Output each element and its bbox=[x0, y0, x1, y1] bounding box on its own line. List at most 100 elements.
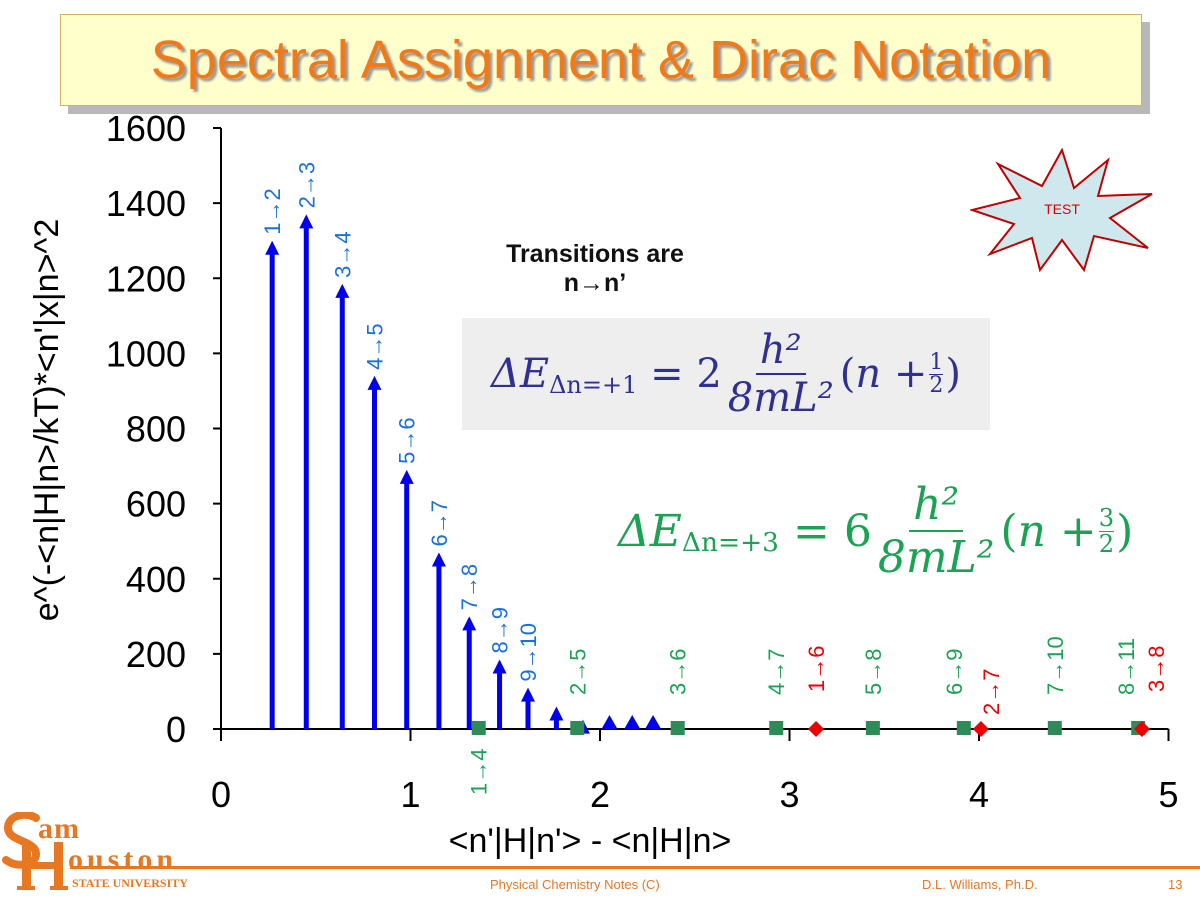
transition-label: 1→4 bbox=[467, 749, 492, 795]
x-tick-label: 5 bbox=[1158, 774, 1178, 815]
green-square-marker bbox=[956, 721, 971, 735]
eq1-coef: 2 bbox=[696, 351, 722, 397]
green-square-marker bbox=[471, 721, 486, 735]
arrow-head bbox=[462, 616, 477, 631]
logo-ouston: ouston bbox=[68, 843, 178, 876]
arrow-head bbox=[265, 240, 280, 255]
transition-label: 1→6 bbox=[804, 646, 829, 692]
eq1-open-paren: ( bbox=[839, 351, 856, 397]
shsu-logo: am ouston STATE UNIVERSITY bbox=[2, 812, 212, 892]
transition-label: 6→7 bbox=[427, 500, 452, 546]
y-tick-label: 400 bbox=[126, 559, 186, 600]
transition-label: 3→4 bbox=[330, 231, 355, 277]
eq2-open-paren: ( bbox=[1000, 505, 1018, 557]
transition-label: 2→7 bbox=[979, 669, 1004, 715]
eq1-sub: Δn=+1 bbox=[549, 370, 638, 399]
transition-label: 5→6 bbox=[395, 417, 420, 463]
note-line1: Transitions are bbox=[506, 240, 684, 268]
x-tick-label: 1 bbox=[400, 774, 420, 815]
y-tick-label: 1600 bbox=[106, 108, 186, 149]
eq1-close-paren: ) bbox=[945, 351, 961, 397]
eq2-close-paren: ) bbox=[1116, 505, 1134, 557]
logo-sh-monogram-icon bbox=[2, 812, 68, 890]
footer-course: Physical Chemistry Notes (C) bbox=[490, 877, 660, 892]
eq2-lhs: ΔE bbox=[618, 505, 682, 557]
transition-label: 9→10 bbox=[516, 623, 541, 682]
eq1-fraction: h² 8mL² bbox=[728, 327, 834, 421]
test-starburst-icon: TEST bbox=[970, 148, 1153, 273]
transition-label: 8→9 bbox=[488, 607, 513, 653]
eq2-num: h² bbox=[909, 479, 964, 532]
red-diamond-marker bbox=[972, 721, 989, 737]
x-axis-label: <n'|H|n'> - <n|H|n> bbox=[449, 822, 732, 860]
eq2-frac-num: 3 bbox=[1098, 504, 1115, 533]
transition-label: 3→6 bbox=[666, 649, 691, 695]
page-number: 13 bbox=[1168, 877, 1183, 892]
eq2-frac-den: 2 bbox=[1098, 529, 1115, 558]
equation-delta-n-3: ΔE Δn=+3 = 6 h² 8mL² (n +3 2) bbox=[618, 466, 1133, 596]
eq2-den: 8mL² bbox=[877, 532, 995, 583]
green-square-marker bbox=[670, 721, 685, 735]
eq2-equals: = bbox=[778, 505, 844, 557]
eq1-n: n + bbox=[855, 351, 928, 397]
title-banner: Spectral Assignment & Dirac Notation bbox=[60, 14, 1142, 106]
arrow-head bbox=[645, 715, 662, 729]
transition-label: 7→8 bbox=[457, 564, 482, 610]
arrow-head bbox=[624, 715, 641, 729]
y-axis-label: e^(-<n|H|n>/kT)*<n'|x|n>^2 bbox=[28, 219, 66, 622]
transition-label: 4→7 bbox=[764, 649, 789, 695]
footer-author: D.L. Williams, Ph.D. bbox=[922, 877, 1038, 892]
y-tick-label: 800 bbox=[126, 409, 186, 450]
slide-title: Spectral Assignment & Dirac Notation bbox=[150, 30, 1052, 90]
green-square-marker bbox=[769, 721, 784, 735]
transition-label: 4→5 bbox=[362, 323, 387, 369]
test-badge-text: TEST bbox=[1044, 201, 1080, 217]
eq2-n: n + bbox=[1017, 505, 1097, 557]
logo-state-university: STATE UNIVERSITY bbox=[72, 876, 188, 890]
green-square-marker bbox=[1047, 721, 1062, 735]
y-tick-label: 1000 bbox=[106, 333, 186, 374]
arrow-head bbox=[431, 552, 446, 567]
arrow-head bbox=[601, 715, 618, 729]
arrow-head bbox=[299, 214, 314, 229]
y-tick-label: 200 bbox=[126, 634, 186, 675]
logo-am: am bbox=[38, 812, 80, 845]
red-diamond-marker bbox=[1133, 721, 1150, 737]
eq2-fraction: h² 8mL² bbox=[878, 479, 995, 583]
eq1-half-num: 1 bbox=[929, 349, 944, 375]
x-tick-label: 0 bbox=[211, 774, 231, 815]
y-tick-label: 600 bbox=[126, 484, 186, 525]
green-square-marker bbox=[865, 721, 880, 735]
x-tick-label: 3 bbox=[779, 774, 799, 815]
arrow-head bbox=[549, 706, 564, 721]
transition-label: 7→10 bbox=[1043, 636, 1068, 695]
transition-label: 2→3 bbox=[294, 162, 319, 208]
arrow-head bbox=[520, 687, 535, 702]
transition-label: 6→9 bbox=[942, 649, 967, 695]
y-tick-label: 1400 bbox=[106, 183, 186, 224]
eq2-sub: Δn=+3 bbox=[681, 527, 779, 559]
eq1-equals: = bbox=[637, 351, 697, 397]
eq1-lhs: ΔE bbox=[491, 351, 550, 397]
eq1-half-den: 2 bbox=[929, 372, 944, 398]
y-tick-label: 0 bbox=[166, 709, 186, 750]
transition-label: 3→8 bbox=[1144, 646, 1169, 692]
arrow-head bbox=[399, 469, 414, 484]
transition-label: 1→2 bbox=[260, 188, 285, 234]
x-tick-label: 2 bbox=[590, 774, 610, 815]
eq1-num: h² bbox=[755, 327, 806, 375]
arrow-head bbox=[492, 659, 507, 674]
equation-delta-n-1: ΔE Δn=+1 = 2 h² 8mL² (n +1 2) bbox=[462, 318, 990, 430]
transition-label: 8→11 bbox=[1114, 638, 1139, 695]
footer-divider bbox=[70, 866, 1200, 869]
arrow-head bbox=[367, 375, 382, 390]
note-line2: n→n’ bbox=[563, 269, 627, 297]
x-tick-label: 4 bbox=[969, 774, 989, 815]
transitions-note: Transitions are n→n’ bbox=[470, 240, 720, 298]
transition-label: 5→8 bbox=[861, 649, 886, 695]
eq2-coef: 6 bbox=[843, 505, 872, 557]
green-square-marker bbox=[570, 721, 585, 735]
